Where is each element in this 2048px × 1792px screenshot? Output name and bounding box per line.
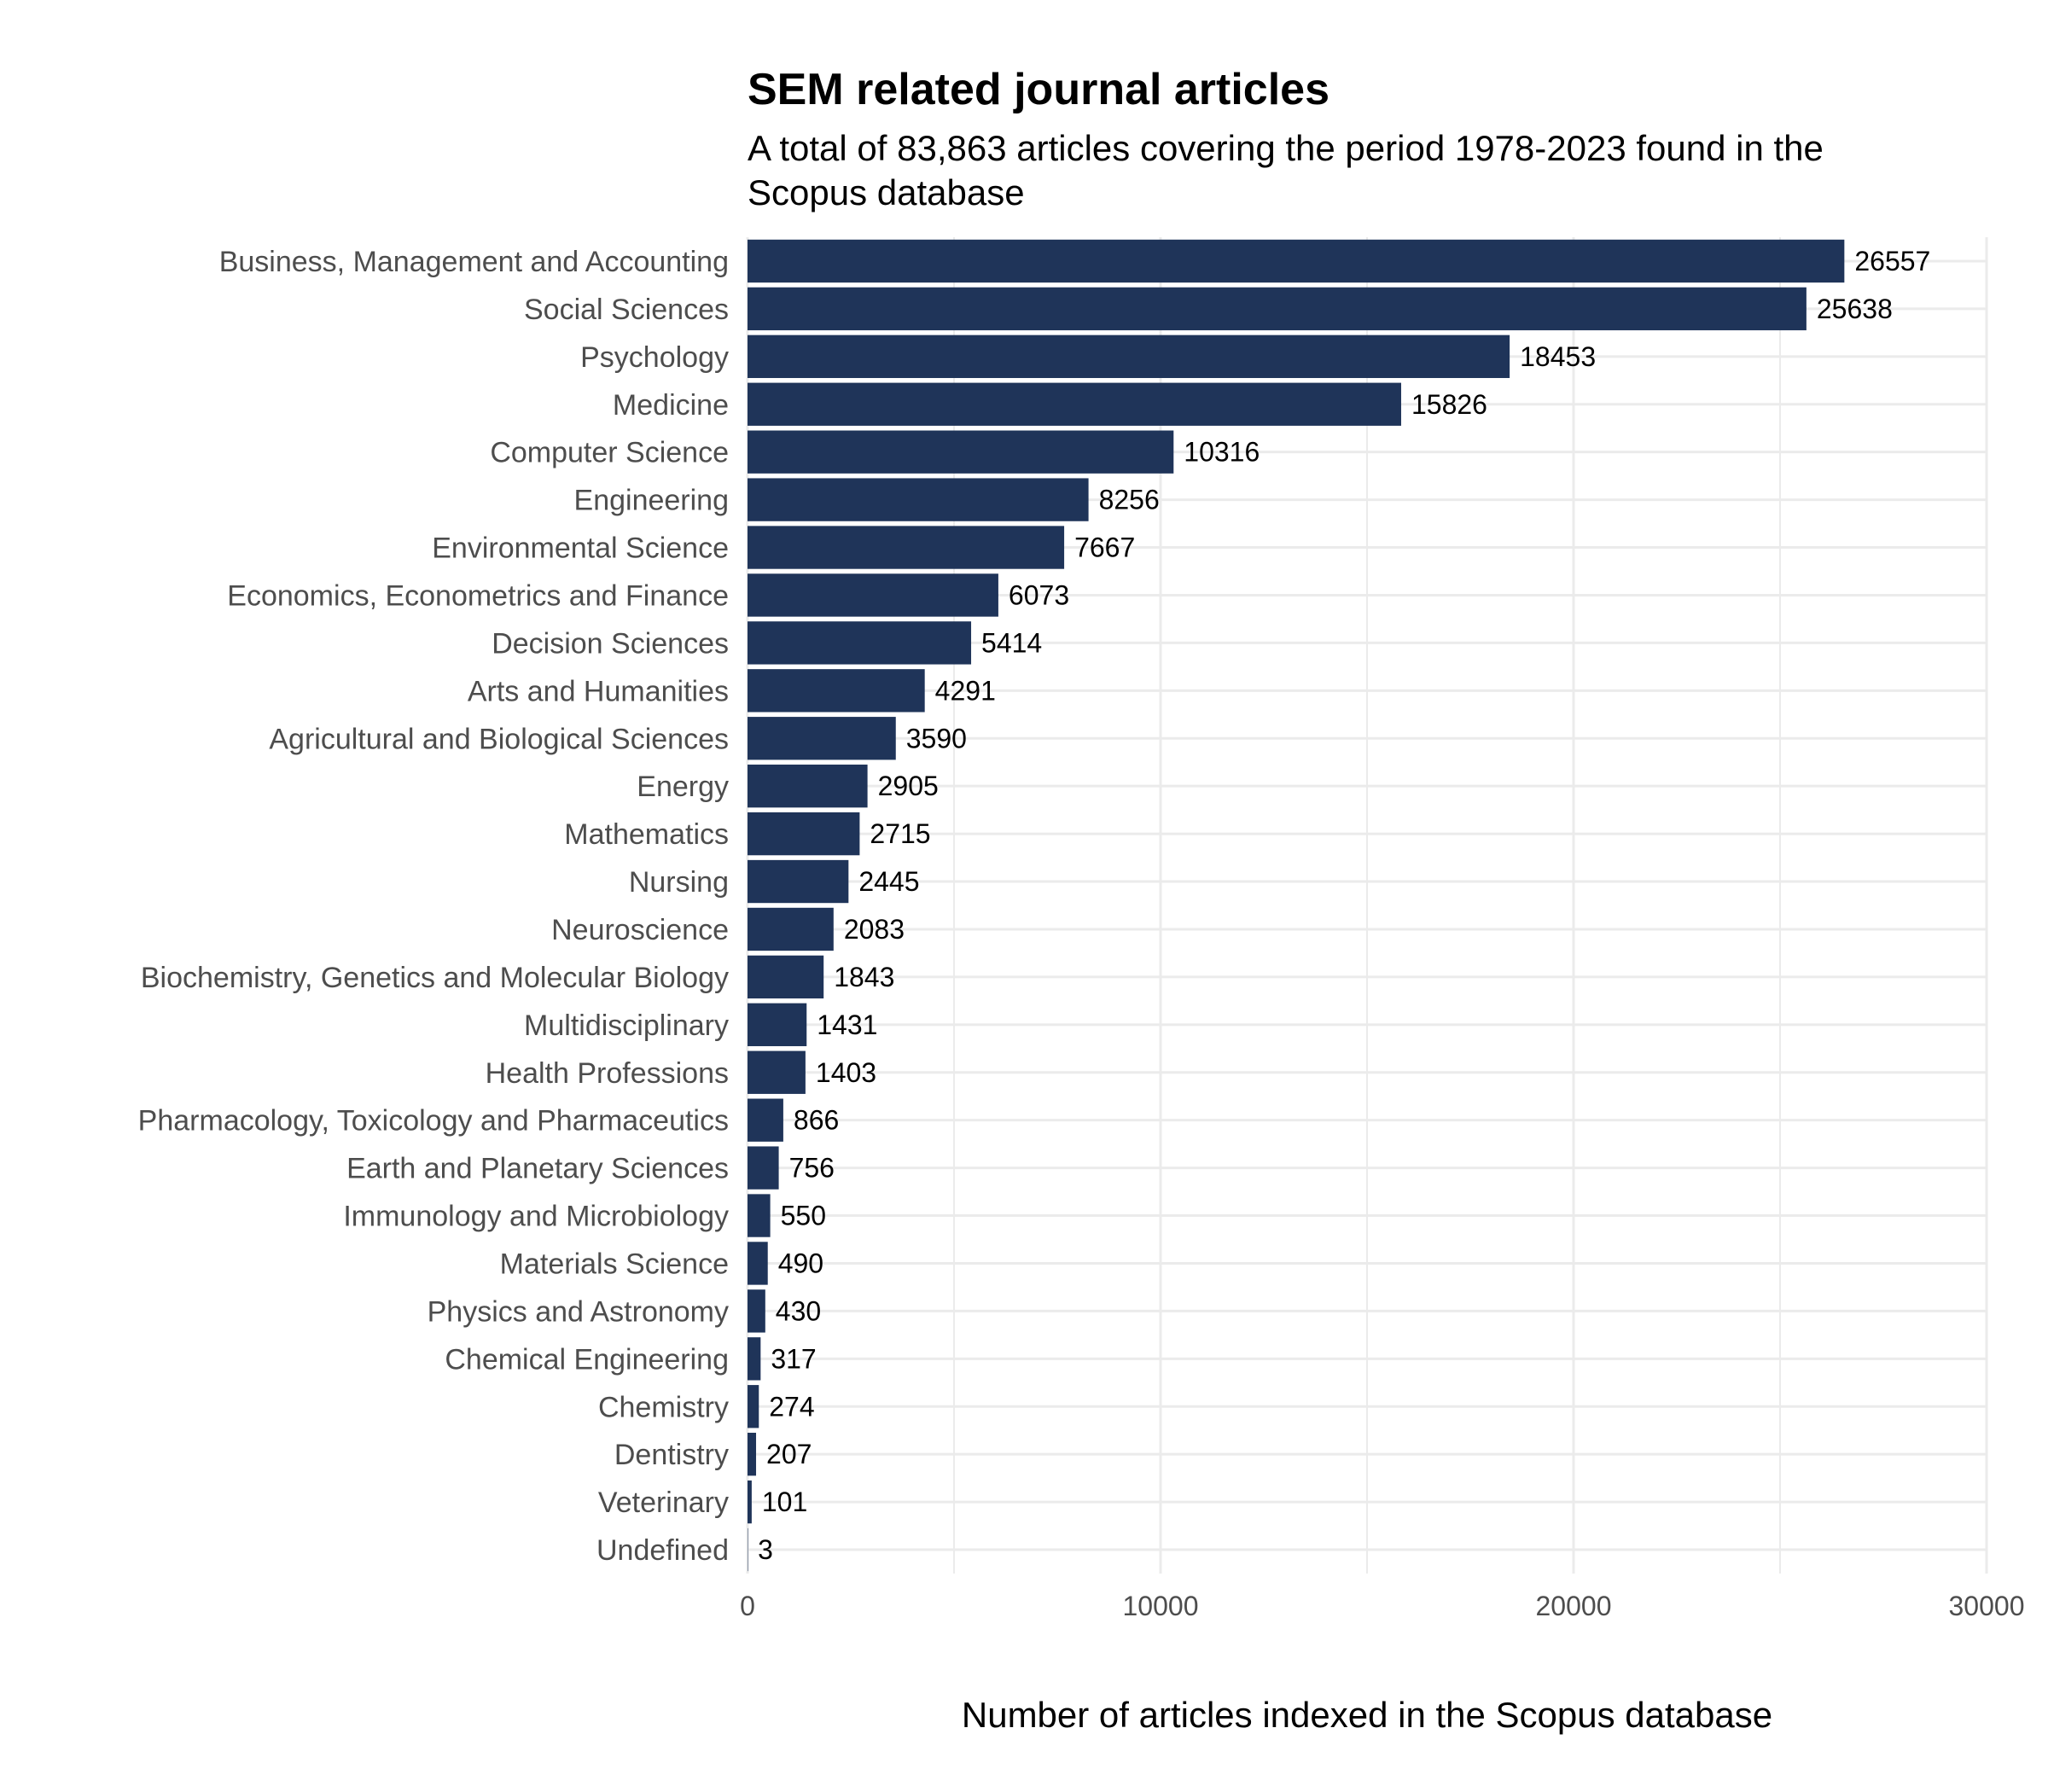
bar [748,287,1807,331]
bar [748,478,1089,521]
ticks-layer: 0 10000 20000 30000 [740,1591,2024,1621]
bar [748,239,1845,283]
value-label: 7667 [1074,532,1135,563]
value-label: 4291 [935,675,996,706]
bar [748,1289,765,1333]
category-label: Veterinary [598,1487,729,1519]
category-label: Multidisciplinary [524,1009,729,1042]
category-label: Chemistry [598,1391,729,1423]
x-tick-label: 20000 [1536,1591,1612,1621]
value-label: 3590 [906,723,967,753]
value-label: 2083 [844,914,905,945]
bar [748,1337,761,1381]
category-label: Computer Science [490,437,729,469]
category-label: Business, Management and Accounting [219,246,729,278]
value-label: 317 [771,1343,816,1374]
value-label: 18453 [1520,341,1596,372]
category-label: Economics, Econometrics and Finance [227,579,729,612]
value-label: 6073 [1009,579,1069,610]
bar [748,573,998,617]
value-label: 8256 [1099,485,1160,515]
bar [748,812,860,856]
category-label: Environmental Science [432,532,729,565]
category-label: Psychology [580,341,729,374]
bar [748,669,925,713]
bar [748,1098,783,1142]
value-label: 2715 [870,818,930,849]
value-label: 3 [758,1534,773,1565]
x-tick-label: 10000 [1123,1591,1199,1621]
chart-subtitle-line-2: Scopus database [748,172,1025,212]
category-label: Earth and Planetary Sciences [346,1153,729,1185]
category-label: Biochemistry, Genetics and Molecular Bio… [141,962,729,994]
bar [748,526,1065,569]
value-label: 101 [762,1487,807,1517]
value-label: 550 [781,1201,826,1231]
bar [748,1194,771,1237]
value-label: 2445 [858,866,919,897]
bar [748,907,834,951]
value-label: 430 [776,1295,821,1326]
bar [748,1385,759,1428]
category-label: Immunology and Microbiology [343,1201,729,1233]
bar [748,621,972,665]
bar [748,335,1510,378]
bar [748,1003,807,1046]
value-label: 207 [766,1439,812,1469]
category-label: Energy [637,771,729,803]
category-label: Chemical Engineering [445,1343,729,1376]
value-label: 756 [789,1153,835,1184]
category-label: Nursing [629,866,729,899]
bar [748,955,824,999]
x-tick-label: 0 [740,1591,755,1621]
category-label: Health Professions [486,1057,729,1090]
bar [748,1433,757,1476]
value-label: 26557 [1854,246,1930,276]
category-label: Engineering [574,485,729,517]
bar [748,1146,779,1190]
value-label: 15826 [1411,389,1487,420]
value-label: 1431 [817,1009,877,1040]
value-label: 274 [769,1391,814,1422]
bars-layer [748,239,1845,1572]
value-label: 490 [778,1248,823,1278]
value-label: 25638 [1817,294,1893,324]
category-label: Undefined [596,1534,729,1567]
category-label: Medicine [613,389,729,422]
bar [748,1050,806,1094]
value-label: 1843 [834,962,894,992]
category-label: Mathematics [564,818,729,851]
category-label: Social Sciences [524,294,729,326]
bar [748,430,1174,474]
category-label: Pharmacology, Toxicology and Pharmaceuti… [138,1105,729,1137]
value-label: 2905 [878,771,939,801]
category-label: Dentistry [614,1439,729,1471]
bar [748,765,868,808]
value-label: 1403 [816,1057,876,1088]
category-label: Agricultural and Biological Sciences [269,723,729,755]
bar [748,859,849,904]
bar [748,382,1401,426]
chart-subtitle-line-1: A total of 83,863 articles covering the … [748,128,1824,168]
category-label: Materials Science [500,1248,729,1280]
bar [748,1480,752,1524]
bar [748,717,896,760]
x-tick-label: 30000 [1949,1591,2025,1621]
bar [748,1242,768,1285]
value-label: 10316 [1184,437,1260,468]
category-label: Decision Sciences [492,627,729,660]
value-label: 866 [794,1105,839,1136]
category-label: Arts and Humanities [468,675,729,707]
chart-title: SEM related journal articles [748,65,1329,114]
value-label: 5414 [981,627,1042,658]
x-axis-label: Number of articles indexed in the Scopus… [962,1695,1772,1735]
category-label: Physics and Astronomy [428,1295,729,1328]
labels-layer: Business, Management and Accounting 26557… [138,246,1931,1567]
category-label: Neuroscience [551,914,729,946]
